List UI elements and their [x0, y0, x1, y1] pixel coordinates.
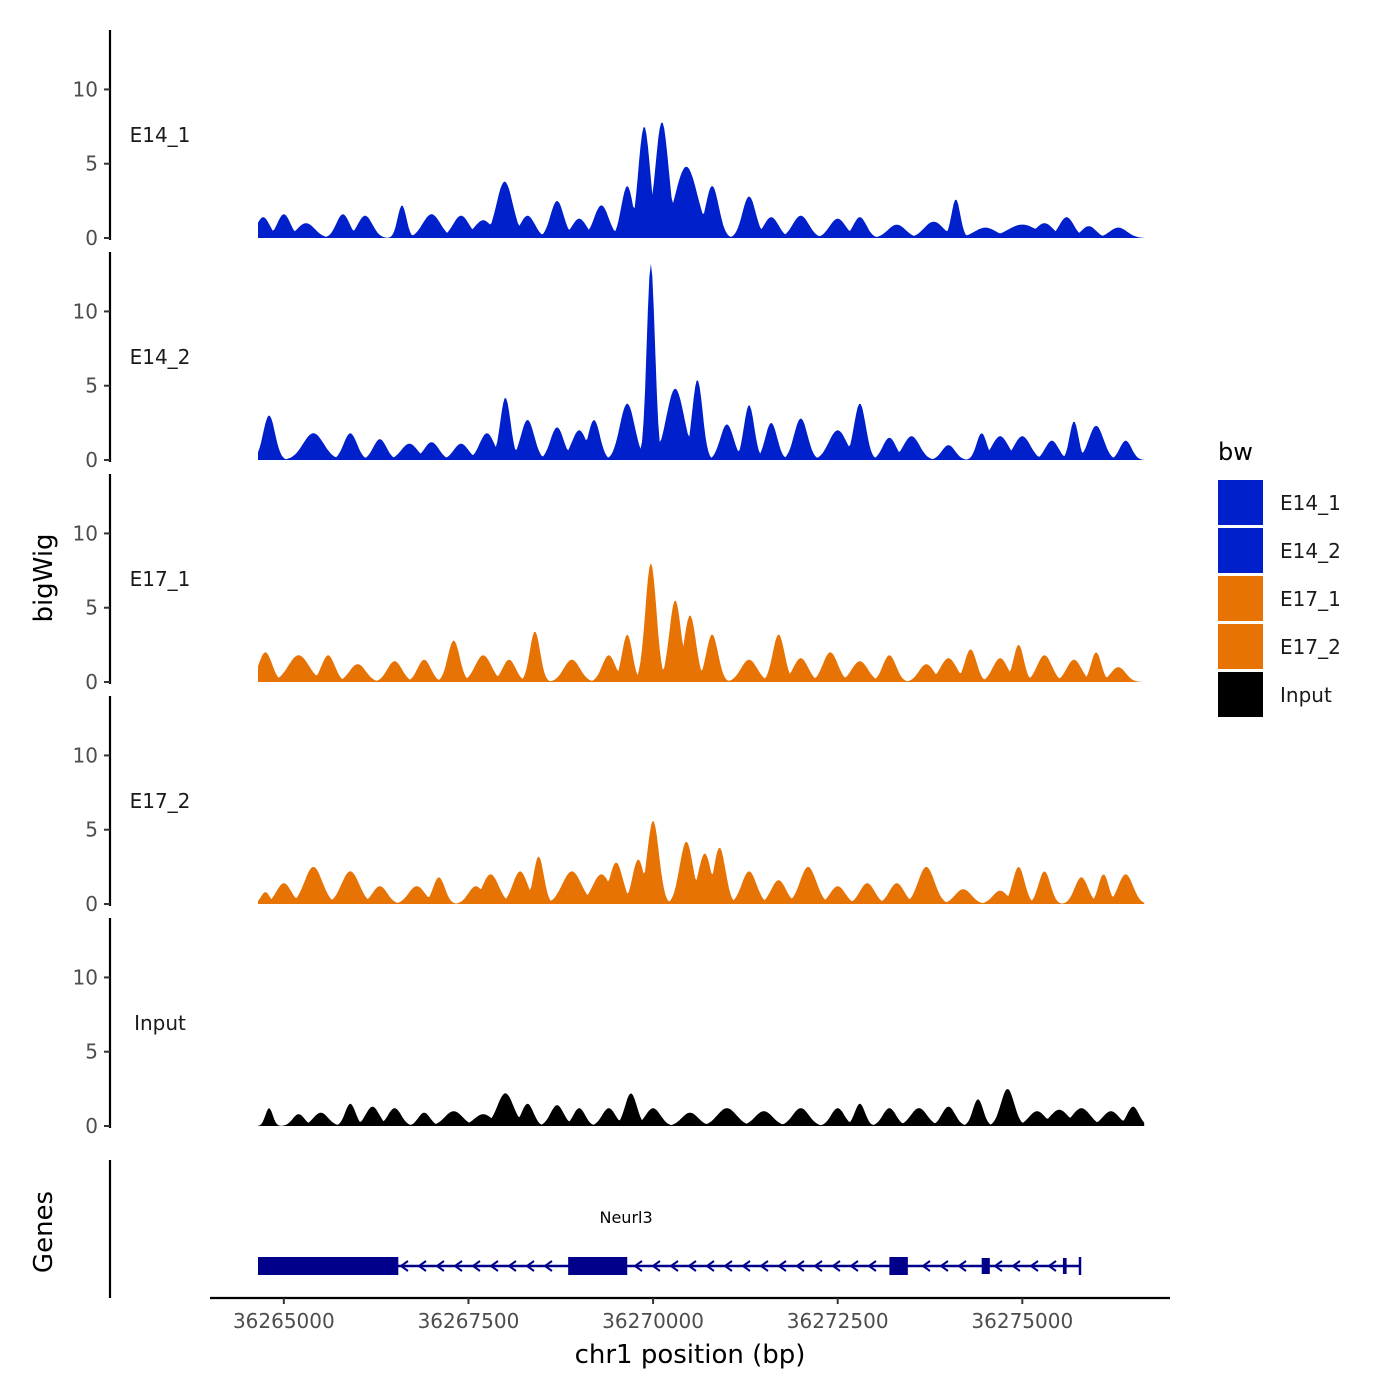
gene-exon	[568, 1257, 628, 1275]
signal-area	[258, 563, 1145, 682]
legend-label: E14_2	[1280, 539, 1341, 563]
x-tick-label: 36265000	[233, 1309, 335, 1333]
gene-label: Neurl3	[599, 1208, 652, 1227]
legend-label: Input	[1280, 683, 1332, 707]
x-tick-label: 36270000	[602, 1309, 704, 1333]
y-tick-label: 5	[85, 596, 98, 620]
y-tick-label: 0	[85, 448, 98, 472]
strand-arrow	[795, 1260, 805, 1272]
strand-arrow	[921, 1260, 931, 1272]
y-tick-label: 0	[85, 892, 98, 916]
legend-label: E17_2	[1280, 635, 1341, 659]
strand-arrow	[867, 1260, 877, 1272]
strand-arrow	[741, 1260, 751, 1272]
y-tick-label: 10	[73, 965, 98, 989]
track-input: 0 5 10 Input	[73, 918, 1145, 1138]
legend: bw E14_1 E14_2 E17_1 E17_2 Input	[1218, 438, 1341, 717]
strand-arrow	[831, 1260, 841, 1272]
genes-panel: Neurl3	[108, 1160, 1082, 1298]
strand-arrow	[525, 1260, 535, 1272]
strand-arrow	[1011, 1260, 1021, 1272]
y-tick-label: 5	[85, 818, 98, 842]
track-e14-1: 0 5 10 E14_1	[73, 30, 1145, 250]
strand-arrow	[399, 1260, 409, 1272]
strand-arrow	[813, 1260, 823, 1272]
strand-arrow	[687, 1260, 697, 1272]
track-label: E14_2	[130, 345, 191, 369]
strand-arrow	[939, 1260, 949, 1272]
strand-arrow	[507, 1260, 517, 1272]
track-label: Input	[134, 1011, 186, 1035]
y-tick-label: 0	[85, 670, 98, 694]
strand-arrow	[543, 1260, 553, 1272]
strand-arrow	[417, 1260, 427, 1272]
legend-swatch	[1218, 480, 1263, 525]
strand-arrow	[993, 1260, 1003, 1272]
track-panels: 0 5 10 E14_1 0 5 10 E14_2 0 5 10 E17_1 0 5 10 E17_2 0 5 10…	[73, 30, 1145, 1138]
gene-exon	[258, 1257, 399, 1275]
strand-arrow	[1029, 1260, 1039, 1272]
strand-arrow	[669, 1260, 679, 1272]
gene-exon	[889, 1257, 908, 1275]
y-tick-label: 10	[73, 521, 98, 545]
y-tick-label: 10	[73, 77, 98, 101]
legend-title: bw	[1218, 438, 1253, 466]
signal-area	[258, 821, 1145, 904]
track-label: E17_2	[130, 789, 191, 813]
strand-arrow	[633, 1260, 643, 1272]
strand-arrow	[723, 1260, 733, 1272]
y-tick-label: 5	[85, 1040, 98, 1064]
x-tick-label: 36267500	[418, 1309, 520, 1333]
strand-arrow	[651, 1260, 661, 1272]
y-tick-label: 10	[73, 299, 98, 323]
y-tick-label: 0	[85, 226, 98, 250]
strand-arrow	[453, 1260, 463, 1272]
signal-area	[258, 122, 1145, 238]
legend-swatch	[1218, 528, 1263, 573]
track-e17-1: 0 5 10 E17_1	[73, 474, 1145, 694]
gene-exon	[1062, 1258, 1067, 1274]
track-label: E17_1	[130, 567, 191, 591]
y-tick-label: 5	[85, 152, 98, 176]
y-axis-title: bigWig	[29, 533, 59, 622]
strand-arrow	[777, 1260, 787, 1272]
genes-axis-title: Genes	[29, 1191, 59, 1273]
legend-swatch	[1218, 672, 1263, 717]
legend-label: E14_1	[1280, 491, 1341, 515]
strand-arrow	[849, 1260, 859, 1272]
legend-swatch	[1218, 576, 1263, 621]
legend-label: E17_1	[1280, 587, 1341, 611]
y-tick-label: 10	[73, 743, 98, 767]
signal-area	[258, 263, 1145, 460]
strand-arrow	[435, 1260, 445, 1272]
strand-arrow	[489, 1260, 499, 1272]
x-tick-label: 36275000	[971, 1309, 1073, 1333]
y-tick-label: 5	[85, 374, 98, 398]
strand-arrow	[471, 1260, 481, 1272]
x-tick-label: 36272500	[787, 1309, 889, 1333]
strand-arrow	[957, 1260, 967, 1272]
signal-area	[258, 1089, 1145, 1126]
x-axis-title: chr1 position (bp)	[575, 1340, 806, 1370]
x-axis: 36265000 36267500 36270000 36272500 36275000	[210, 1296, 1170, 1333]
legend-swatch	[1218, 624, 1263, 669]
strand-arrow	[759, 1260, 769, 1272]
strand-arrow	[705, 1260, 715, 1272]
gene-exon	[981, 1258, 990, 1274]
track-label: E14_1	[130, 123, 191, 147]
track-e14-2: 0 5 10 E14_2	[73, 252, 1145, 472]
track-e17-2: 0 5 10 E17_2	[73, 696, 1145, 916]
strand-arrow	[1047, 1260, 1057, 1272]
y-tick-label: 0	[85, 1114, 98, 1138]
